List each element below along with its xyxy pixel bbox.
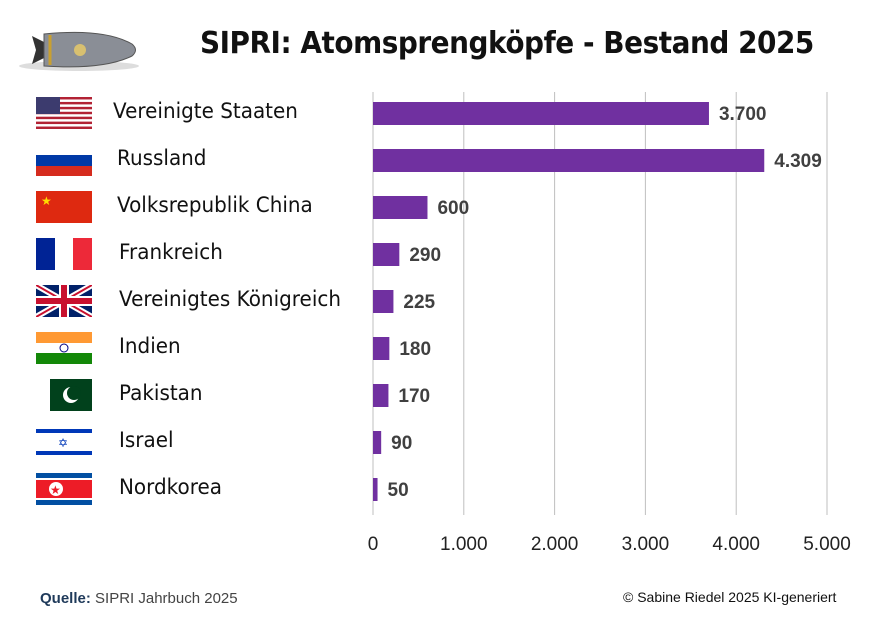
- value-label: 225: [403, 292, 435, 313]
- bar: [373, 243, 400, 266]
- value-label: 3.700: [719, 104, 767, 125]
- country-label: Pakistan: [119, 381, 203, 405]
- copyright: © Sabine Riedel 2025 KI-generiert: [623, 589, 837, 605]
- value-label: 4.309: [774, 151, 822, 172]
- bar: [373, 290, 394, 313]
- source-label: Quelle:: [40, 590, 91, 607]
- value-label: 90: [391, 433, 412, 454]
- value-label: 600: [437, 198, 469, 219]
- country-label: Vereinigtes Königreich: [119, 287, 341, 311]
- flag-china-icon: ★: [36, 191, 92, 223]
- x-tick-label: 4.000: [712, 534, 760, 555]
- country-label: Russland: [117, 146, 207, 170]
- country-label: Frankreich: [119, 240, 223, 264]
- bar: [373, 478, 378, 501]
- flag-north-korea-icon: ★: [36, 473, 92, 505]
- bar-chart: 0 1.000 2.000 3.000 4.000 5.000 3.700 4.309 600 2…: [368, 92, 851, 555]
- bar: [373, 384, 389, 407]
- flag-uk-icon: [36, 285, 92, 317]
- svg-text:★: ★: [41, 194, 52, 208]
- chart-title: SIPRI: Atomsprengköpfe - Bestand 2025: [200, 26, 814, 61]
- source-note: Quelle: SIPRI Jahrbuch 2025: [40, 590, 238, 607]
- country-label: Volksrepublik China: [117, 193, 313, 217]
- bar: [373, 102, 709, 125]
- country-label: Israel: [119, 428, 174, 452]
- x-tick-label: 3.000: [622, 534, 670, 555]
- flag-russia-icon: [36, 144, 92, 176]
- svg-text:✡: ✡: [58, 436, 68, 450]
- value-label: 170: [398, 386, 430, 407]
- country-label: Indien: [119, 334, 181, 358]
- country-label: Vereinigte Staaten: [113, 99, 298, 123]
- x-tick-label: 5.000: [803, 534, 851, 555]
- x-tick-label: 0: [368, 534, 379, 555]
- value-label: 290: [409, 245, 441, 266]
- x-tick-label: 1.000: [440, 534, 488, 555]
- svg-text:★: ★: [50, 483, 61, 497]
- bar: [373, 337, 390, 360]
- flag-pakistan-icon: [36, 379, 92, 411]
- flag-india-icon: [36, 332, 92, 364]
- flag-israel-icon: ✡: [36, 426, 92, 458]
- flag-france-icon: [36, 238, 92, 270]
- bar: [373, 149, 765, 172]
- value-label: 50: [388, 480, 409, 501]
- bar: [373, 196, 428, 219]
- source-text: SIPRI Jahrbuch 2025: [95, 590, 238, 607]
- value-label: 180: [399, 339, 431, 360]
- country-label: Nordkorea: [119, 475, 222, 499]
- x-tick-label: 2.000: [531, 534, 579, 555]
- flag-usa-icon: [36, 97, 92, 129]
- bar: [373, 431, 382, 454]
- bomb-logo: [14, 22, 144, 77]
